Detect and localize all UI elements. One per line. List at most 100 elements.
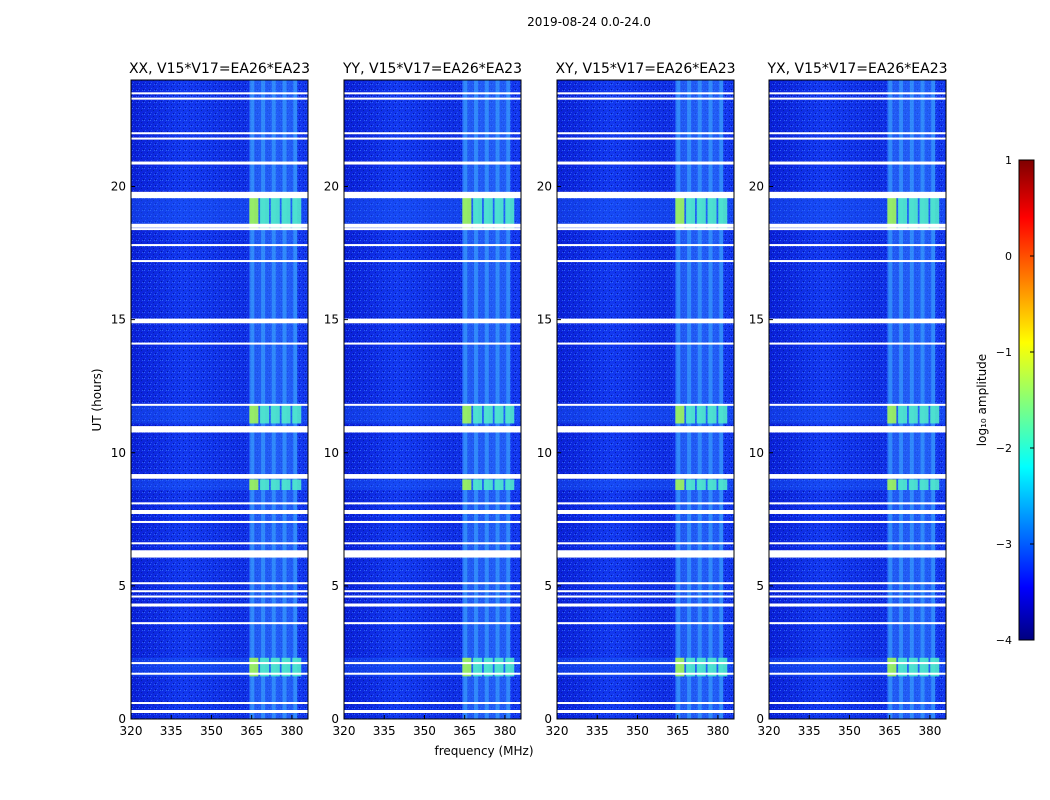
flagged-row [344, 228, 521, 231]
x-tick-label: 380 [280, 724, 303, 738]
colorbar-tick-label: 1 [1005, 154, 1012, 167]
y-tick-label: 0 [544, 712, 552, 726]
flagged-row [131, 137, 308, 140]
panel-title: YX, V15*V17=EA26*EA23 [766, 61, 947, 77]
bright-cell [696, 197, 706, 230]
flagged-row [344, 318, 521, 322]
flagged-gap [344, 551, 521, 557]
flagged-row [557, 228, 734, 231]
bright-cell [249, 197, 259, 230]
flagged-row [769, 161, 946, 165]
flagged-row [557, 590, 734, 593]
bright-cell [707, 657, 717, 677]
band-stripe [920, 80, 925, 719]
bright-interval [557, 479, 734, 491]
flagged-row [769, 321, 946, 324]
y-tick-label: 20 [749, 180, 764, 194]
x-tick-label: 365 [453, 724, 476, 738]
flagged-gap [131, 474, 308, 479]
bright-cell [494, 197, 504, 230]
flagged-row [131, 702, 308, 705]
band-stripe [495, 80, 500, 719]
x-tick-label: 365 [878, 724, 901, 738]
band-stripe [676, 80, 681, 719]
bright-cell [270, 404, 280, 424]
bright-cell [930, 197, 940, 230]
flagged-gap [344, 223, 521, 228]
flagged-row [557, 97, 734, 100]
band-stripe [250, 80, 255, 719]
y-tick-label: 0 [331, 712, 339, 726]
flagged-row [557, 403, 734, 406]
bright-cell [462, 479, 472, 491]
flagged-row [344, 321, 521, 324]
bright-cell [696, 404, 706, 424]
x-tick-label: 380 [493, 724, 516, 738]
bright-cell [707, 197, 717, 230]
bright-cell [686, 657, 696, 677]
bright-cell [887, 657, 897, 677]
flagged-row [344, 92, 521, 95]
bright-cell [505, 657, 515, 677]
flagged-row [769, 662, 946, 665]
bright-cell [494, 657, 504, 677]
bright-interval [344, 479, 521, 491]
panel-title: YY, V15*V17=EA26*EA23 [342, 61, 522, 77]
flagged-row [557, 318, 734, 322]
flagged-row [344, 260, 521, 263]
bright-cell [462, 197, 472, 230]
x-tick-label: 350 [838, 724, 861, 738]
bright-cell [270, 197, 280, 230]
panel-frame [768, 79, 947, 720]
flagged-row [131, 321, 308, 324]
flagged-row [769, 622, 946, 625]
bright-cell [462, 404, 472, 424]
flagged-row [131, 228, 308, 231]
colorbar-gradient [1018, 159, 1035, 641]
y-tick-label: 20 [537, 180, 552, 194]
bright-cell [473, 657, 483, 677]
bright-cell [718, 197, 728, 230]
bright-cell [260, 197, 270, 230]
bright-cell [281, 479, 291, 491]
flagged-row [131, 161, 308, 165]
x-tick-label: 335 [373, 724, 396, 738]
bright-cell [686, 404, 696, 424]
bright-cell [292, 197, 302, 230]
bright-cell [707, 404, 717, 424]
band-stripe [909, 80, 914, 719]
y-tick-label: 10 [324, 446, 339, 460]
x-tick-label: 335 [798, 724, 821, 738]
flagged-row [557, 603, 734, 607]
band-stripe [293, 80, 298, 719]
bright-cell [260, 404, 270, 424]
flagged-row [557, 161, 734, 165]
flagged-row [557, 520, 734, 523]
band-stripe [506, 80, 511, 719]
flagged-row [131, 97, 308, 100]
colorbar-tick-label: 0 [1005, 250, 1012, 263]
bright-cell [930, 404, 940, 424]
y-tick-label: 15 [324, 313, 339, 327]
flagged-row [557, 622, 734, 625]
x-tick-label: 320 [758, 724, 781, 738]
y-tick-label: 10 [537, 446, 552, 460]
bright-cell [260, 479, 270, 491]
x-tick-label: 320 [333, 724, 356, 738]
heatmap-panel-2: YY, V15*V17=EA26*EA23 320 335 350 365 380 0 5 10… [324, 61, 522, 738]
flagged-gap [131, 426, 308, 432]
flagged-row [131, 622, 308, 625]
bright-cell [718, 404, 728, 424]
flagged-row [344, 97, 521, 100]
flagged-gap [131, 551, 308, 557]
flagged-row [131, 92, 308, 95]
bright-cell [898, 657, 908, 677]
panel-frame [556, 79, 735, 720]
flagged-row [131, 403, 308, 406]
y-tick-label: 5 [118, 579, 126, 593]
bright-cell [249, 479, 259, 491]
panel-frame [130, 79, 309, 720]
flagged-row [769, 590, 946, 593]
flagged-gap [769, 551, 946, 557]
heatmap-panel-1: XX, V15*V17=EA26*EA23 320 335 350 365 380 0 5 10… [111, 61, 310, 738]
